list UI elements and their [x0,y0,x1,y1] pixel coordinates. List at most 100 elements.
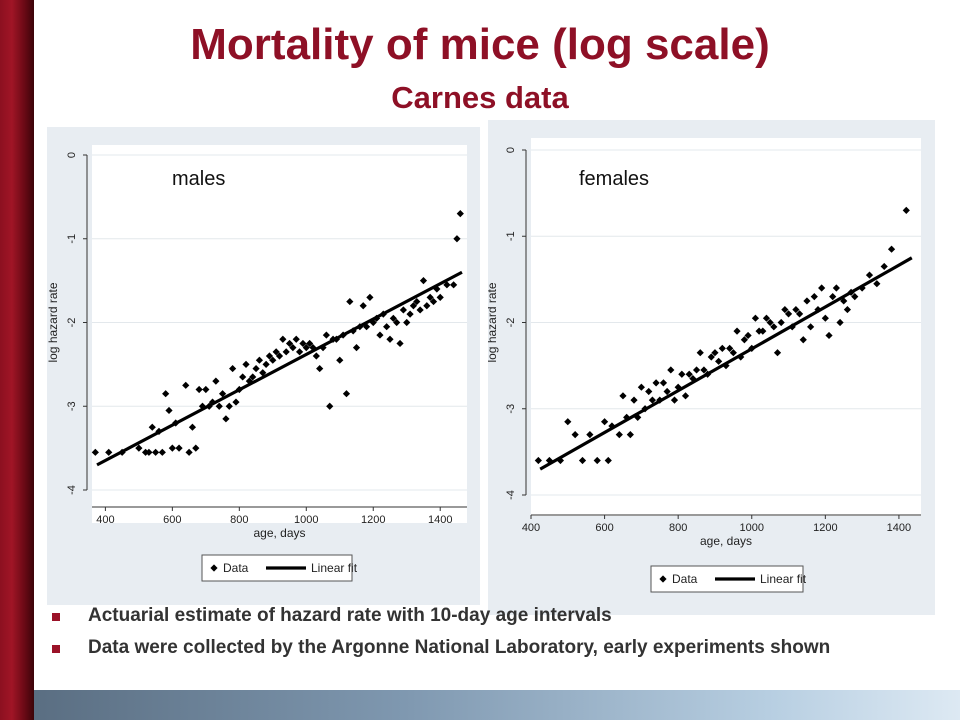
data-point [453,235,461,243]
data-point [366,293,374,301]
data-point [292,335,300,343]
bullet-text: Actuarial estimate of hazard rate with 1… [88,605,612,626]
legend-data-marker [210,564,218,572]
fit-line [539,256,913,471]
bullet-square-icon [52,645,60,653]
data-point [619,392,627,400]
data-point [225,402,233,410]
data-point [692,366,701,374]
data-point [389,314,397,322]
data-point [316,364,324,373]
y-tick-label: -4 [505,490,517,500]
data-point [667,366,675,374]
data-point [777,318,785,327]
data-point [784,310,793,318]
legend-fit-label: Linear fit [760,572,807,586]
data-point [215,402,223,410]
bullet-item: Actuarial estimate of hazard rate with 1… [50,604,910,628]
data-point [615,431,623,439]
data-point [275,352,284,360]
data-point [218,390,227,398]
plot-area [92,145,467,523]
data-point [436,293,444,301]
data-point [659,379,668,387]
legend-data-marker [659,575,667,583]
data-point [887,245,896,253]
data-point [135,444,143,452]
data-point [902,206,910,214]
x-tick-label: 1400 [887,522,911,534]
data-point [766,318,774,327]
fit-line [96,270,463,467]
data-point [711,349,719,357]
females-chart-panel: -4 -3 -2 -1 0 400 600 800 1000 1200 1400 age, days l… [488,120,935,615]
males-label: males [170,168,228,191]
data-point [386,335,394,343]
data-point [825,331,833,340]
data-point [829,293,837,301]
data-point [158,448,166,456]
data-point [744,331,752,340]
data-point [346,297,354,306]
data-point [773,349,782,357]
data-point [309,344,317,352]
data-point [737,353,745,361]
data-point [232,398,240,406]
data-point [586,431,594,439]
data-point [145,448,153,456]
data-point [810,293,818,301]
data-point [336,356,344,364]
data-point [312,352,320,360]
data-point [295,348,304,356]
data-point [571,431,579,439]
data-point [282,348,290,356]
x-tick-label: 400 [522,522,540,534]
data-point [259,369,267,377]
data-point [269,356,277,364]
x-tick-label: 1000 [294,514,318,526]
data-point [663,387,671,396]
females-label: females [577,168,652,191]
data-point [192,444,200,452]
plot-area [531,138,921,516]
data-point [429,297,438,306]
data-point [342,390,351,398]
data-point [755,327,763,335]
data-point [726,344,734,352]
data-point [843,305,852,314]
data-point [242,360,250,368]
data-point [645,387,653,396]
data-point [195,385,203,394]
data-point [450,281,458,289]
x-axis-title: age, days [700,534,752,548]
data-point [718,344,726,352]
x-tick-label: 1400 [428,514,452,526]
data-point [818,284,826,292]
data-point [393,318,401,327]
data-point [803,297,811,305]
data-point [700,366,708,374]
data-point [733,327,741,335]
data-point [762,314,771,322]
data-point [255,356,264,364]
y-tick-label: -3 [66,401,78,411]
x-tick-label: 1000 [740,522,764,534]
data-point [168,444,176,452]
data-point [456,210,464,218]
data-point [707,353,715,361]
data-point [239,373,247,381]
data-point [299,339,307,348]
data-point [795,310,804,318]
data-point [689,374,697,383]
data-point [249,373,257,381]
data-point [285,339,294,348]
data-point [322,331,330,339]
data-point [416,306,424,314]
data-point [873,280,881,288]
data-point [807,323,815,331]
y-tick-label: -2 [505,318,517,328]
y-tick-label: -2 [66,318,78,328]
data-point [185,448,193,456]
data-point [678,370,686,378]
data-point [162,390,170,398]
